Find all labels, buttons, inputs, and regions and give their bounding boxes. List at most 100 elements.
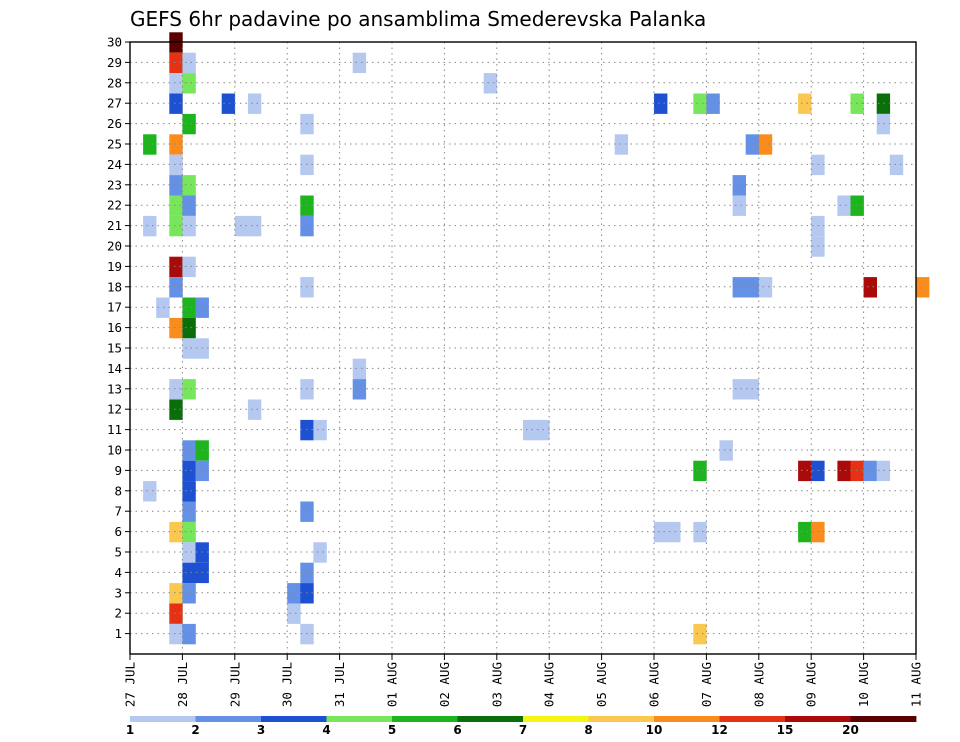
colorbar-label: 12 bbox=[711, 723, 728, 737]
heatmap-cell bbox=[182, 521, 196, 543]
colorbar-swatch bbox=[130, 716, 196, 722]
colorbar-swatch bbox=[523, 716, 589, 722]
heatmap-cell bbox=[798, 93, 812, 114]
heatmap-cell bbox=[352, 379, 367, 400]
heatmap-cell bbox=[732, 175, 746, 196]
heatmap-cell bbox=[287, 603, 301, 624]
colorbar-swatch bbox=[392, 716, 458, 722]
heatmap-cell bbox=[798, 460, 812, 482]
heatmap-cell bbox=[654, 521, 668, 543]
heatmap-cell bbox=[182, 338, 196, 359]
x-tick-label: 31 JUL bbox=[332, 662, 347, 707]
heatmap-cell bbox=[182, 481, 196, 502]
colorbar-swatch bbox=[195, 716, 262, 722]
x-tick-label: 05 AUG bbox=[594, 662, 609, 707]
heatmap-cell bbox=[182, 460, 196, 482]
heatmap-cell bbox=[732, 277, 746, 298]
heatmap-cell bbox=[169, 583, 183, 604]
heatmap-cell bbox=[182, 215, 196, 237]
colorbar-label: 4 bbox=[322, 723, 330, 737]
x-tick-label: 10 AUG bbox=[856, 662, 871, 707]
heatmap-cell bbox=[169, 154, 183, 176]
heatmap-cell bbox=[169, 277, 183, 298]
x-tick-label: 03 AUG bbox=[489, 662, 504, 707]
heatmap-cell bbox=[300, 113, 314, 135]
heatmap-cell bbox=[693, 623, 707, 645]
heatmap-cell bbox=[693, 521, 707, 543]
colorbar-swatch bbox=[850, 716, 917, 722]
x-tick-label: 07 AUG bbox=[699, 662, 714, 707]
colorbar-label: 20 bbox=[842, 723, 859, 737]
y-tick-label: 15 bbox=[107, 341, 122, 356]
x-tick-label: 04 AUG bbox=[542, 662, 557, 707]
heatmap-cell bbox=[182, 379, 196, 400]
colorbar-swatch bbox=[261, 716, 327, 722]
heatmap-cell bbox=[169, 52, 183, 74]
y-tick-label: 26 bbox=[107, 116, 122, 131]
colorbar-label: 3 bbox=[257, 723, 265, 737]
heatmap-cell bbox=[182, 175, 196, 196]
heatmap-cell bbox=[667, 521, 681, 543]
grid-lines bbox=[130, 41, 916, 654]
y-tick-label: 12 bbox=[107, 402, 122, 417]
heatmap-cell bbox=[837, 460, 851, 482]
heatmap-cell bbox=[863, 277, 877, 298]
heatmap-cell bbox=[182, 623, 196, 645]
colorbar-label: 5 bbox=[388, 723, 396, 737]
heatmap-cell bbox=[732, 379, 746, 400]
colorbar-swatch bbox=[654, 716, 720, 722]
colorbar-swatch bbox=[588, 716, 655, 722]
colorbar-label: 2 bbox=[191, 723, 199, 737]
heatmap-cell bbox=[169, 317, 183, 339]
heatmap-cell bbox=[182, 297, 196, 318]
heatmap-cells bbox=[143, 32, 930, 645]
heatmap-cell bbox=[169, 379, 183, 400]
x-tick-label: 01 AUG bbox=[385, 662, 400, 707]
heatmap-cell bbox=[169, 73, 183, 94]
y-tick-label: 24 bbox=[107, 157, 122, 172]
heatmap-cell bbox=[156, 297, 170, 318]
heatmap-cell bbox=[182, 440, 196, 461]
heatmap-cell bbox=[876, 460, 891, 482]
heatmap-cell bbox=[889, 154, 904, 176]
colorbar-swatch bbox=[326, 716, 393, 722]
x-tick-label: 06 AUG bbox=[647, 662, 662, 707]
heatmap-cell bbox=[352, 358, 367, 380]
y-tick-label: 23 bbox=[107, 177, 122, 192]
heatmap-cell bbox=[182, 52, 196, 74]
y-tick-label: 29 bbox=[107, 55, 122, 70]
heatmap-cell bbox=[169, 195, 183, 216]
y-tick-label: 16 bbox=[107, 320, 122, 335]
heatmap-cell bbox=[863, 460, 877, 482]
heatmap-cell bbox=[719, 440, 733, 461]
y-tick-label: 28 bbox=[107, 75, 122, 90]
colorbar: 1 2 3 4 5 6 7 8 10 12 15 20 bbox=[126, 716, 917, 737]
y-tick-label: 6 bbox=[114, 524, 122, 539]
y-tick-label: 8 bbox=[114, 483, 122, 498]
heatmap-cell bbox=[247, 215, 262, 237]
y-tick-label: 17 bbox=[107, 300, 122, 315]
heatmap-cell bbox=[182, 256, 196, 278]
x-tick-label: 02 AUG bbox=[437, 662, 452, 707]
y-tick-label: 18 bbox=[107, 279, 122, 294]
heatmap-cell bbox=[169, 623, 183, 645]
heatmap-cell bbox=[693, 460, 707, 482]
y-tick-label: 5 bbox=[114, 545, 122, 560]
y-tick-label: 10 bbox=[107, 443, 122, 458]
heatmap-cell bbox=[798, 521, 812, 543]
colorbar-swatch bbox=[785, 716, 851, 722]
heatmap-cell bbox=[313, 542, 327, 563]
heatmap-cell bbox=[654, 93, 668, 114]
heatmap-cell bbox=[876, 93, 891, 114]
x-tick-label: 28 JUL bbox=[175, 662, 190, 707]
x-tick-label: 30 JUL bbox=[280, 662, 295, 707]
heatmap-cell bbox=[287, 583, 301, 604]
colorbar-label: 8 bbox=[584, 723, 592, 737]
heatmap-cell bbox=[182, 113, 196, 135]
heatmap-cell bbox=[182, 562, 196, 584]
y-tick-label: 11 bbox=[107, 422, 122, 437]
heatmap-cell bbox=[195, 460, 209, 482]
y-tick-label: 30 bbox=[107, 35, 122, 50]
x-tick-label: 08 AUG bbox=[751, 662, 766, 707]
